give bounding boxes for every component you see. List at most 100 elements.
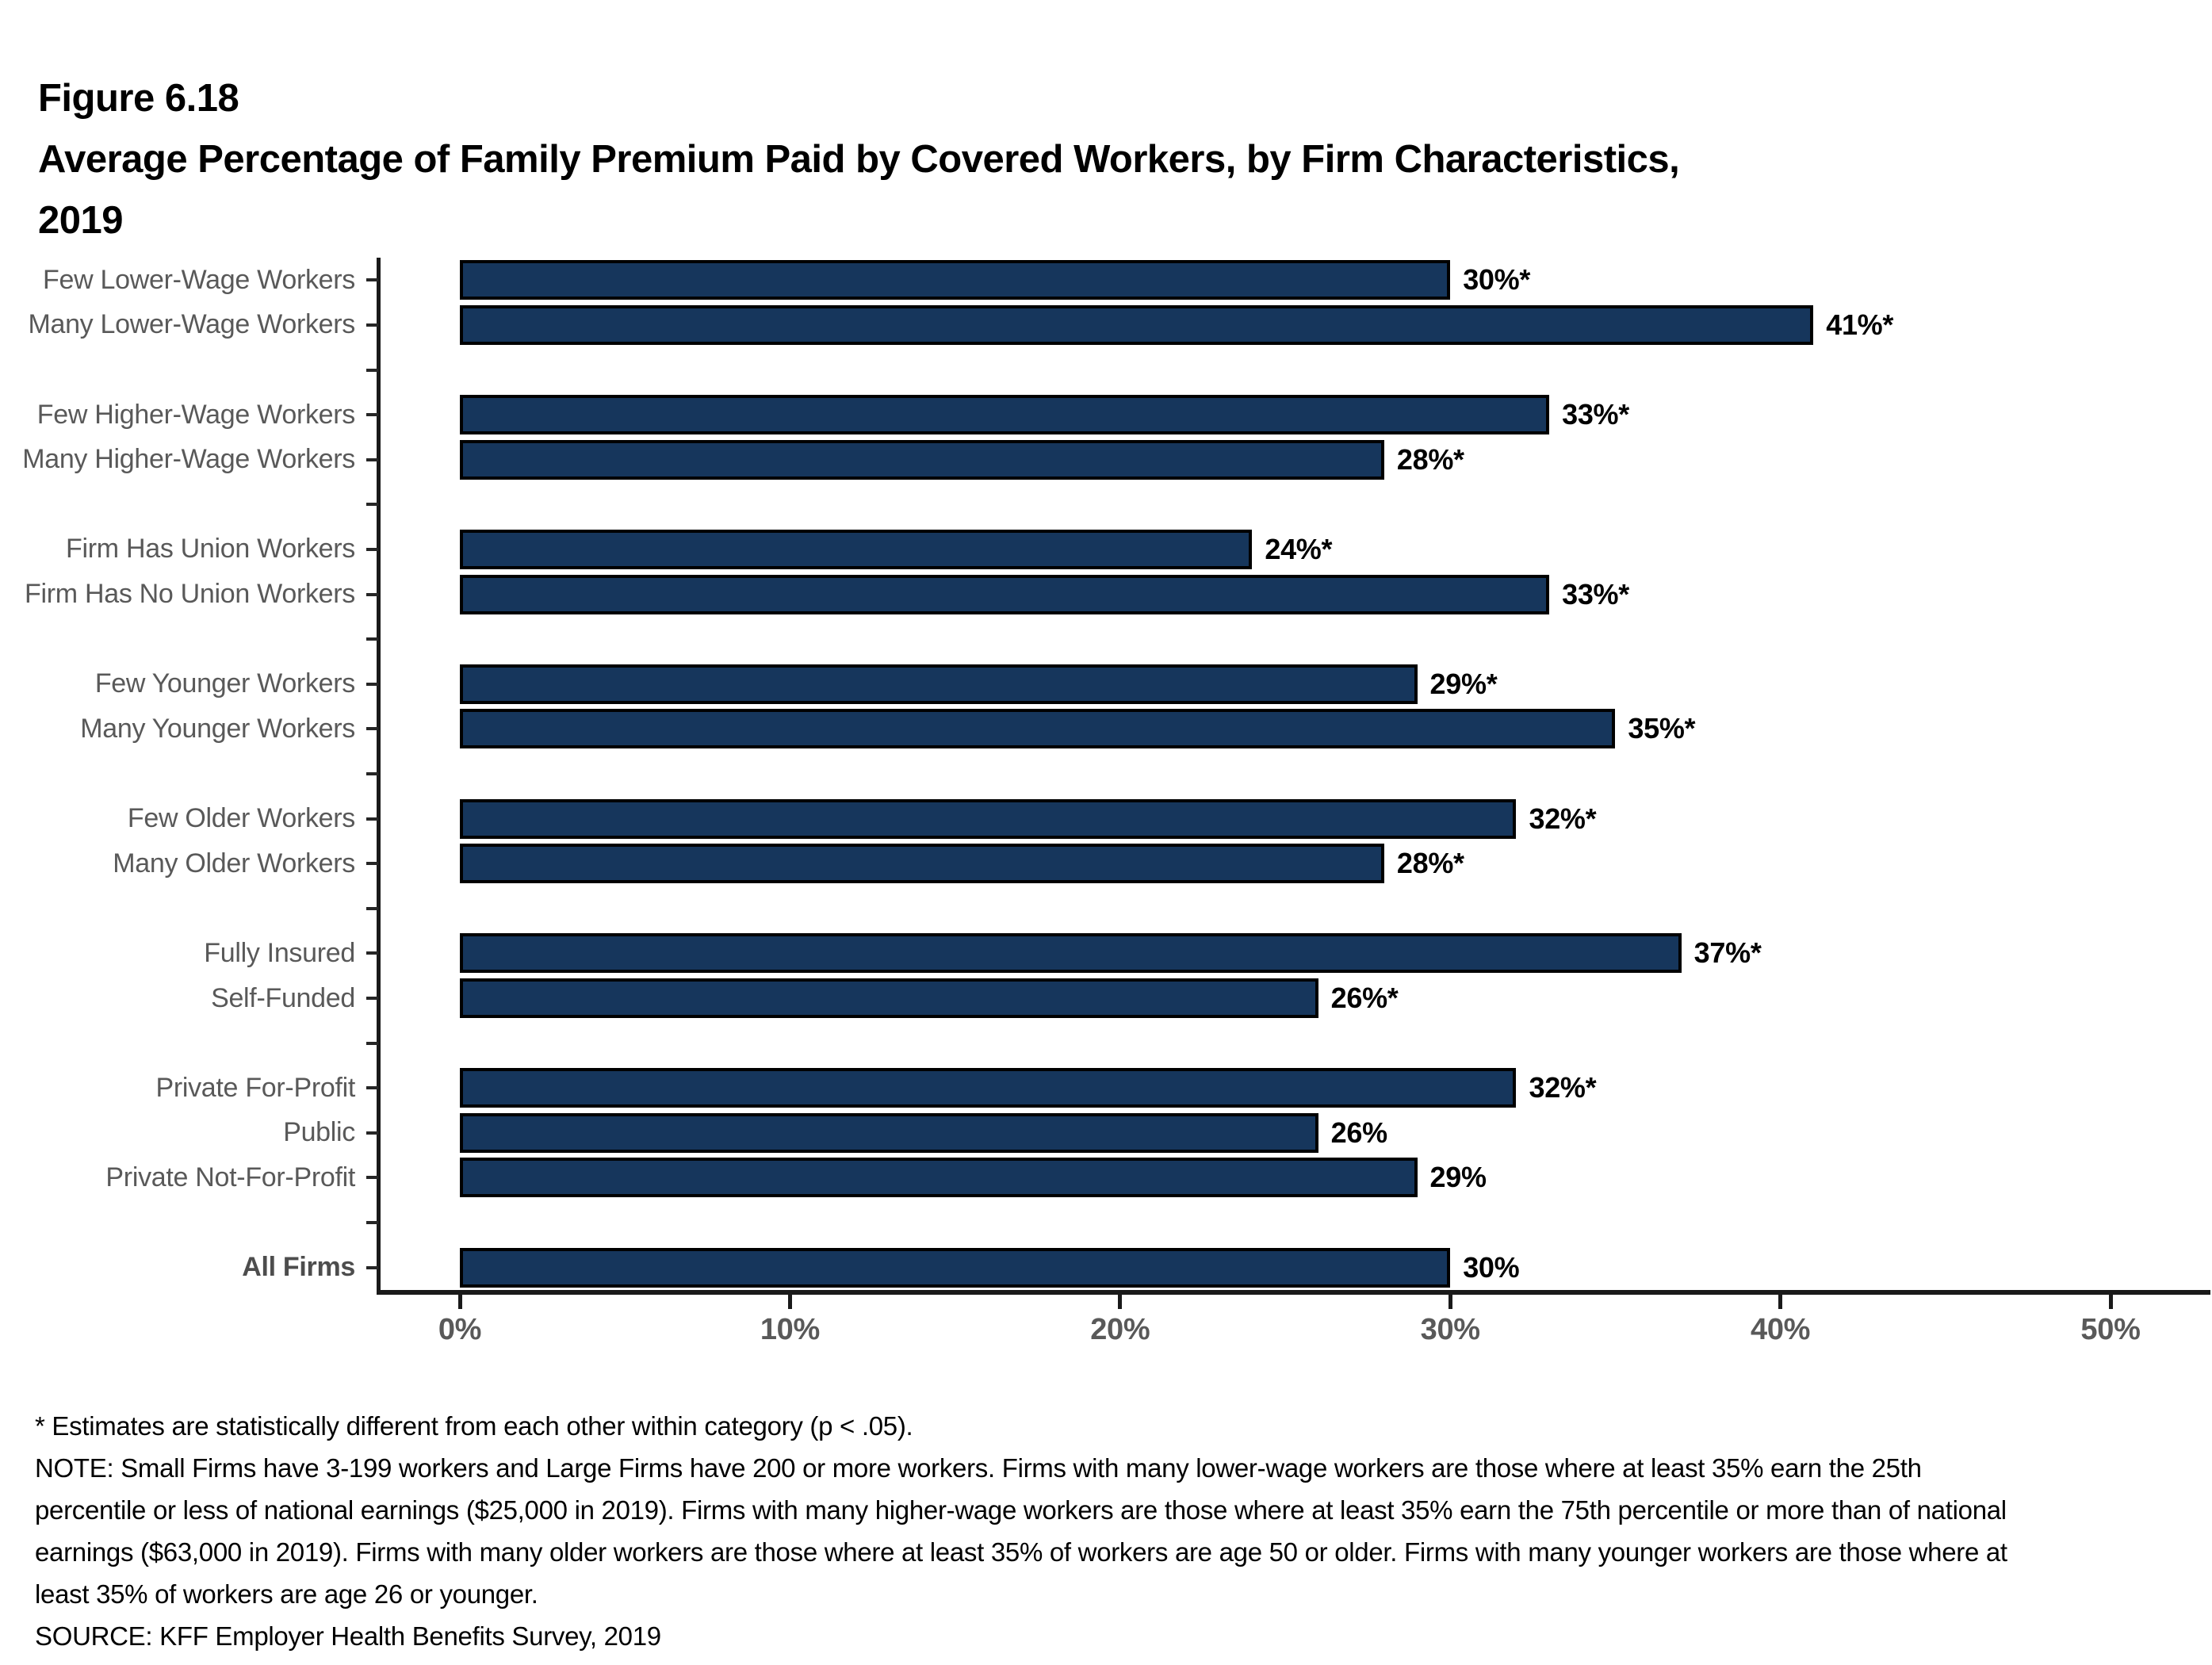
x-axis-tick (1448, 1295, 1452, 1309)
chart-row: Many Younger Workers 35%* (0, 706, 2212, 752)
chart-row: Few Older Workers 32%* (0, 796, 2212, 841)
category-label: Few Younger Workers (94, 668, 355, 699)
footnote-source: SOURCE: KFF Employer Health Benefits Sur… (35, 1621, 661, 1651)
value-label: 33%* (1562, 577, 1629, 610)
category-label: Few Lower-Wage Workers (43, 264, 355, 295)
y-axis-tick (366, 771, 378, 775)
x-axis-tick (1778, 1295, 1783, 1309)
y-axis-tick (366, 1086, 378, 1090)
bar (460, 260, 1451, 300)
value-label: 28%* (1396, 847, 1464, 880)
chart-spacer-row (0, 752, 2212, 797)
bar (460, 439, 1384, 480)
y-axis-tick (366, 1176, 378, 1180)
chart-row: Firm Has No Union Workers 33%* (0, 572, 2212, 617)
value-label: 37%* (1693, 936, 1762, 970)
chart-spacer-row (0, 1200, 2212, 1246)
value-label: 41%* (1826, 308, 1894, 341)
category-label: Few Older Workers (127, 803, 355, 834)
chart-row: Private For-Profit 32%* (0, 1066, 2212, 1111)
chart-row: Self-Funded 26%* (0, 976, 2212, 1021)
x-axis-tick-label: 40% (1751, 1313, 1811, 1346)
chart-row: Many Higher-Wage Workers 28%* (0, 437, 2212, 482)
bar (460, 1158, 1418, 1198)
y-axis-tick (366, 1265, 378, 1269)
x-axis-line (377, 1290, 2210, 1295)
bar (460, 574, 1550, 614)
y-axis-tick (366, 906, 378, 910)
y-axis-tick (366, 323, 378, 327)
chart-spacer-row (0, 482, 2212, 527)
category-label: Public (283, 1117, 355, 1148)
chart-row: Few Lower-Wage Workers 30%* (0, 258, 2212, 303)
y-axis-tick (366, 951, 378, 955)
chart-spacer-row (0, 617, 2212, 662)
value-label: 32%* (1529, 802, 1597, 835)
y-axis-tick (366, 682, 378, 686)
chart-spacer-row (0, 886, 2212, 932)
category-label: Firm Has Union Workers (66, 534, 355, 565)
bar (460, 933, 1682, 974)
value-label: 29% (1429, 1161, 1487, 1194)
value-label: 32%* (1529, 1071, 1597, 1104)
category-label: Fully Insured (204, 937, 355, 968)
chart-row: Few Younger Workers 29%* (0, 661, 2212, 706)
figure-title-line-2: 2019 (38, 199, 124, 242)
x-axis-tick-label: 30% (1420, 1313, 1480, 1346)
chart-row: Many Lower-Wage Workers 41%* (0, 303, 2212, 348)
category-label: Many Lower-Wage Workers (28, 309, 355, 340)
category-label: Firm Has No Union Workers (25, 579, 355, 610)
chart-row: Many Older Workers 28%* (0, 841, 2212, 886)
category-label: Many Younger Workers (80, 713, 355, 744)
category-label: Many Higher-Wage Workers (22, 444, 355, 475)
footnote-asterisk: * Estimates are statistically different … (35, 1411, 913, 1441)
bar (460, 709, 1616, 749)
chart-row: Fully Insured 37%* (0, 931, 2212, 976)
x-axis-tick-label: 10% (760, 1313, 820, 1346)
value-label: 26% (1330, 1116, 1387, 1149)
bar (460, 978, 1318, 1019)
value-label: 24%* (1265, 532, 1333, 565)
chart-row: All Firms 30% (0, 1245, 2212, 1290)
y-axis-tick (366, 817, 378, 821)
bar (460, 1112, 1318, 1153)
chart-row: Few Higher-Wage Workers 33%* (0, 392, 2212, 438)
x-axis-tick-label: 0% (438, 1313, 482, 1346)
value-label: 33%* (1562, 398, 1629, 431)
category-label: Private For-Profit (155, 1072, 355, 1103)
y-axis-tick (366, 278, 378, 282)
value-label: 28%* (1396, 442, 1464, 476)
chart-row: Private Not-For-Profit 29% (0, 1155, 2212, 1200)
bar (460, 798, 1517, 839)
y-axis-tick (366, 457, 378, 461)
y-axis-tick (366, 1131, 378, 1135)
y-axis-tick (366, 1041, 378, 1045)
bar (460, 304, 1814, 345)
chart-spacer-row (0, 347, 2212, 392)
bar (460, 664, 1418, 704)
y-axis-tick (366, 547, 378, 551)
value-label: 26%* (1330, 982, 1399, 1015)
bar (460, 844, 1384, 884)
y-axis-line (377, 258, 381, 1295)
bar (460, 1068, 1517, 1108)
category-label: Few Higher-Wage Workers (36, 399, 356, 430)
category-label: Self-Funded (211, 982, 355, 1013)
bar (460, 529, 1253, 569)
bar (460, 1247, 1451, 1288)
y-axis-tick (366, 368, 378, 372)
y-axis-tick (366, 592, 378, 596)
category-label: All Firms (242, 1252, 355, 1283)
y-axis-tick (366, 503, 378, 507)
figure-number: Figure 6.18 (38, 77, 239, 120)
figure-header: Figure 6.18 Average Percentage of Family… (38, 68, 2115, 251)
y-axis-tick (366, 1221, 378, 1225)
footnote-note: NOTE: Small Firms have 3-199 workers and… (35, 1453, 2007, 1609)
x-axis-tick (787, 1295, 792, 1309)
x-axis-tick (457, 1295, 462, 1309)
chart-spacer-row (0, 1020, 2212, 1066)
value-label: 35%* (1628, 712, 1696, 745)
figure-title-line-1: Average Percentage of Family Premium Pai… (38, 138, 1680, 181)
